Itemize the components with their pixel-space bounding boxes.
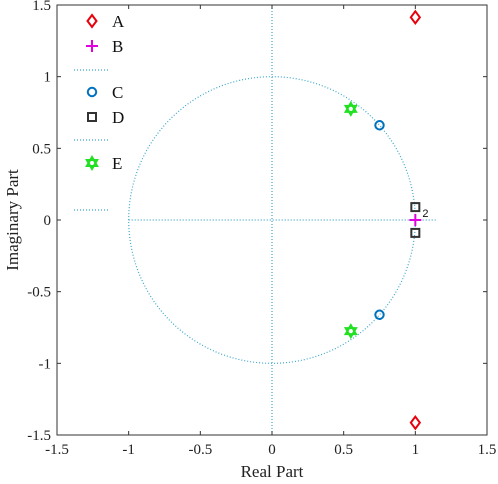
plot-frame	[56, 4, 488, 436]
series-e-point-1	[343, 100, 358, 117]
legend-marker-b	[86, 40, 98, 52]
y-tick-label: 1	[44, 70, 52, 86]
series-d-point-2	[410, 227, 421, 238]
y-tick-label: 1.5	[32, 0, 51, 14]
y-axis-label: Imaginary Part	[3, 169, 22, 271]
series-e-point-2	[343, 323, 358, 340]
reference-lines	[128, 5, 437, 435]
circle-marker-shape	[86, 86, 98, 98]
data-marks: 2	[343, 9, 428, 431]
legend-marker-e	[85, 154, 99, 172]
y-tick-label: 0.5	[32, 141, 51, 157]
x-tick-label: 0	[268, 442, 276, 458]
circle-marker-shape	[374, 120, 385, 131]
series-a-point-2	[409, 415, 422, 431]
diamond-marker-shape	[409, 415, 422, 431]
x-tick-label: -1.5	[45, 442, 69, 458]
legend-marker-d	[87, 112, 97, 122]
legend-marker-a	[86, 13, 98, 29]
y-tick-label: 0	[44, 213, 52, 229]
plus-marker-shape	[86, 40, 98, 52]
x-tick-label: -0.5	[188, 442, 212, 458]
legend-label-d: D	[112, 108, 124, 127]
square-marker-shape	[87, 112, 97, 122]
diamond-marker-shape	[86, 13, 98, 29]
y-tick-label: -0.5	[27, 285, 51, 301]
hexagram-marker-shape	[343, 323, 358, 336]
y-tick-label: -1.5	[27, 428, 51, 444]
legend-label-b: B	[112, 37, 123, 56]
square-marker-shape	[410, 202, 421, 213]
hexagram-marker-shape	[85, 159, 99, 172]
x-tick-label: 0.5	[334, 442, 353, 458]
legend: AB CD E	[74, 12, 125, 211]
series-c-point-2	[374, 309, 385, 320]
square-marker-shape	[410, 227, 421, 238]
hexagram-marker-shape	[343, 100, 358, 113]
series-d-point-1	[410, 202, 421, 213]
hexagram-marker-shape	[343, 104, 358, 117]
series-a-point-1	[409, 9, 422, 25]
series-b-point-1	[409, 214, 422, 226]
legend-label-e: E	[112, 154, 122, 173]
hexagram-marker-shape	[85, 154, 99, 167]
legend-label-c: C	[112, 83, 123, 102]
x-tick-label: 1.5	[478, 442, 497, 458]
legend-marker-c	[86, 86, 98, 98]
multiplicity-label: 2	[422, 208, 428, 220]
x-tick-label: 1	[412, 442, 420, 458]
x-axis-label: Real Part	[241, 462, 304, 481]
hexagram-marker-shape	[343, 327, 358, 340]
series-c-point-1	[374, 120, 385, 131]
axis-ticks: -1.5 -1 -0.5 0 0.5 1 1.5 1.5 1 0.5 0 -0.5 -1 -1.5	[27, 0, 496, 458]
legend-label-a: A	[112, 12, 125, 31]
plus-marker-shape	[409, 214, 422, 226]
circle-marker-shape	[374, 309, 385, 320]
x-tick-label: -1	[122, 442, 135, 458]
y-tick-label: -1	[39, 356, 52, 372]
diamond-marker-shape	[409, 9, 422, 25]
